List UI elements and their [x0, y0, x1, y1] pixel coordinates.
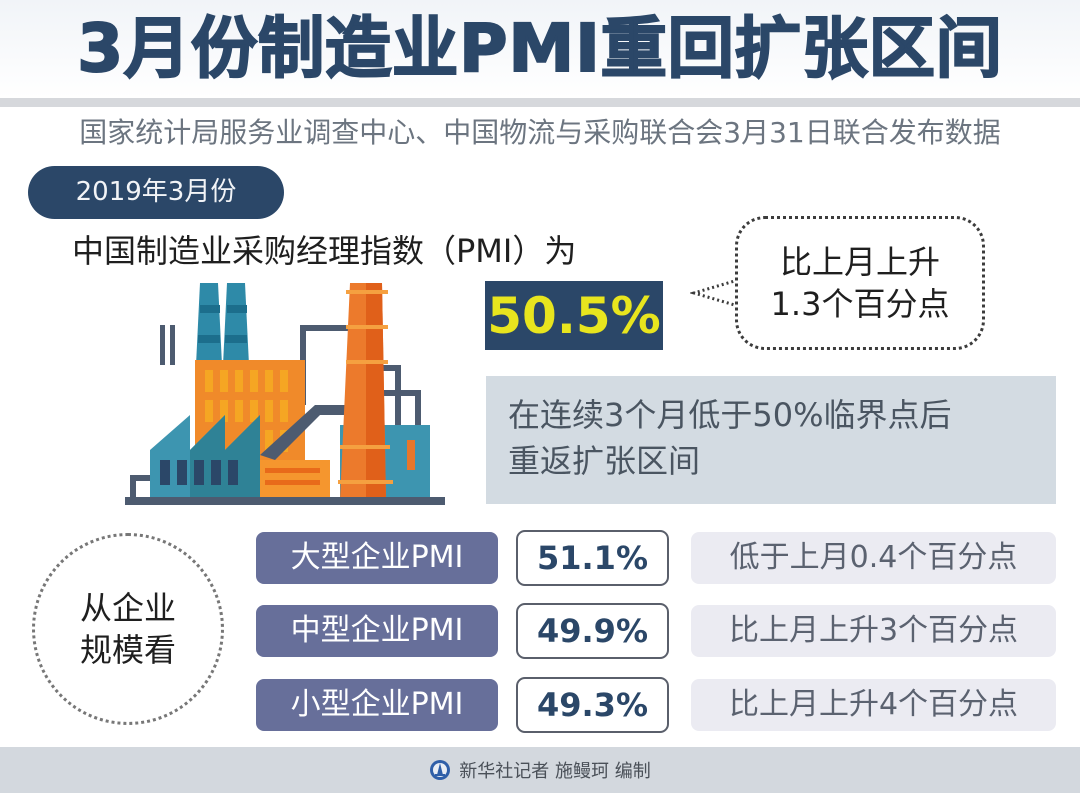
- row-value: 51.1%: [516, 530, 669, 586]
- row-change: 低于上月0.4个百分点: [691, 532, 1056, 584]
- pmi-label: 中国制造业采购经理指数（PMI）为: [72, 232, 577, 270]
- note-line-2: 重返扩张区间: [508, 442, 701, 480]
- by-scale-label: 从企业 规模看: [32, 533, 224, 725]
- title-band: 3月份制造业PMI重回扩张区间: [0, 0, 1080, 98]
- row-value: 49.9%: [516, 603, 669, 659]
- footer-credit: 新华社记者 施鳗珂 编制: [459, 761, 651, 782]
- subtitle: 国家统计局服务业调查中心、中国物流与采购联合会3月31日联合发布数据: [79, 116, 1001, 149]
- row-label: 小型企业PMI: [256, 679, 498, 731]
- change-line-1: 比上月上升: [779, 243, 940, 281]
- xinhua-logo-icon: [430, 760, 451, 780]
- row-change: 比上月上升4个百分点: [691, 679, 1056, 731]
- pmi-value-box: 50.5%: [485, 281, 663, 350]
- scale-row-medium: 中型企业PMI 49.9% 比上月上升3个百分点: [256, 603, 1056, 659]
- period-badge: 2019年3月份: [28, 166, 284, 219]
- change-line-2: 1.3个百分点: [770, 285, 950, 323]
- change-speech-bubble: 比上月上升 1.3个百分点: [735, 216, 985, 350]
- scale-row-small: 小型企业PMI 49.3% 比上月上升4个百分点: [256, 677, 1056, 733]
- row-label: 大型企业PMI: [256, 532, 498, 584]
- by-scale-line-2: 规模看: [79, 631, 176, 669]
- row-change: 比上月上升3个百分点: [691, 605, 1056, 657]
- row-label: 中型企业PMI: [256, 605, 498, 657]
- page-title: 3月份制造业PMI重回扩张区间: [76, 10, 1003, 87]
- row-value: 49.3%: [516, 677, 669, 733]
- note-line-1: 在连续3个月低于50%临界点后: [508, 396, 952, 434]
- scale-row-large: 大型企业PMI 51.1% 低于上月0.4个百分点: [256, 530, 1056, 586]
- factory-icon: [125, 283, 445, 505]
- by-scale-line-1: 从企业: [79, 589, 176, 627]
- speech-bubble-tail: [690, 278, 739, 308]
- divider: [0, 98, 1080, 107]
- footer: 新华社记者 施鳗珂 编制: [0, 747, 1080, 793]
- pmi-value: 50.5%: [487, 286, 661, 345]
- expansion-note: 在连续3个月低于50%临界点后 重返扩张区间: [486, 376, 1056, 504]
